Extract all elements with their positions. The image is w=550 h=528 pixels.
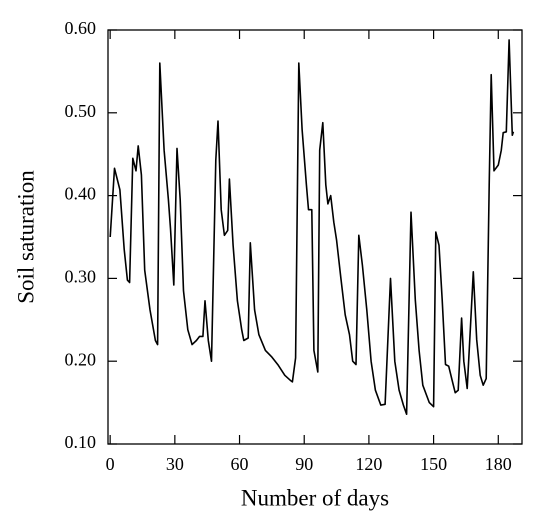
y-tick-label: 0.10 [65, 432, 97, 452]
y-tick-label: 0.40 [65, 184, 97, 204]
data-line [109, 39, 515, 415]
y-tick-label: 0.30 [65, 267, 97, 287]
x-axis-title: Number of days [241, 485, 389, 510]
x-tick-label: 30 [166, 454, 184, 474]
x-tick-label: 120 [355, 454, 382, 474]
x-tick-label: 0 [106, 454, 115, 474]
x-tick-label: 90 [295, 454, 313, 474]
x-tick-label: 60 [231, 454, 249, 474]
plot-frame [107, 29, 523, 445]
y-tick-label: 0.20 [65, 349, 97, 369]
y-axis-title: Soil saturation [13, 170, 38, 304]
y-tick-label: 0.60 [65, 18, 97, 38]
y-tick-label: 0.50 [65, 101, 97, 121]
x-tick-label: 180 [485, 454, 512, 474]
x-tick-label: 150 [420, 454, 447, 474]
